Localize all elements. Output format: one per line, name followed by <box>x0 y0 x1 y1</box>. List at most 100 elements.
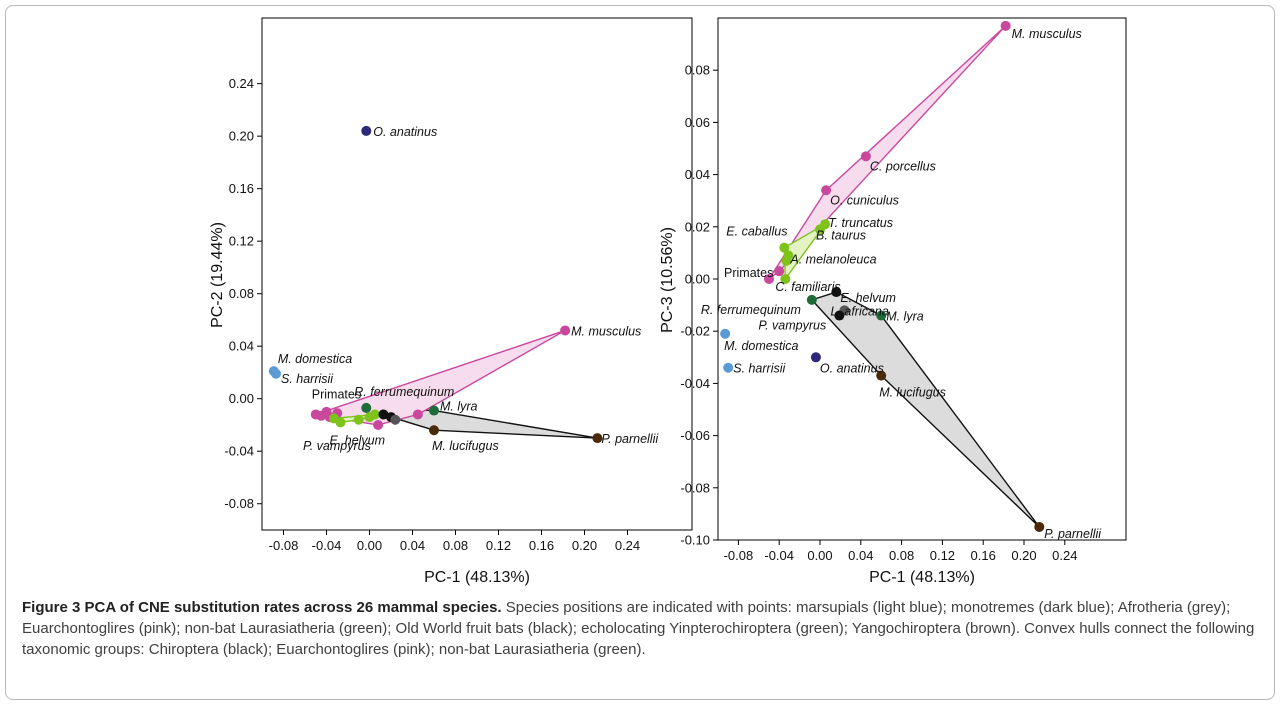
point-label-r-ferrumequinum: R. ferrumequinum <box>354 385 454 399</box>
caption-title: Figure 3 PCA of CNE substitution rates a… <box>22 599 502 616</box>
x-tick-label: -0.08 <box>724 548 754 563</box>
point-label-m-musculus: M. musculus <box>1012 27 1082 41</box>
data-point <box>361 125 372 136</box>
data-point <box>361 402 372 413</box>
point-label-s-harrisii: S. harrisii <box>281 372 334 386</box>
data-point <box>723 362 734 373</box>
data-point <box>780 274 791 284</box>
point-label-o-cuniculus: O. cuniculus <box>830 193 899 207</box>
point-label-m-lyra: M. lyra <box>440 400 478 414</box>
y-tick-label: -0.08 <box>680 480 710 495</box>
point-label-l-africana: L. africana <box>830 304 888 318</box>
data-point <box>834 310 845 321</box>
data-point <box>806 294 817 305</box>
data-point <box>378 409 389 420</box>
caption-body: Species positions are indicated with poi… <box>22 599 1255 658</box>
y-tick-label: 0.00 <box>229 391 254 406</box>
x-tick-label: -0.08 <box>269 538 299 553</box>
point-label-primates: Primates <box>724 266 773 280</box>
data-point <box>876 310 887 321</box>
data-point <box>720 328 731 339</box>
data-point <box>390 414 401 425</box>
y-tick-label: 0.04 <box>685 167 710 182</box>
data-point <box>831 287 842 298</box>
data-point <box>353 414 364 425</box>
y-axis-label: PC-2 (19.44%) <box>209 222 226 328</box>
x-tick-label: -0.04 <box>312 538 342 553</box>
y-tick-label: 0.08 <box>229 286 254 301</box>
x-tick-label: 0.00 <box>357 538 382 553</box>
pca-panel-pc1-pc2: -0.08 -0.04 0.00 0.04 0.08 0.12 0.16 0.20 0.24 -0… <box>209 17 693 586</box>
point-label-p-vampyrus: P. vampyrus <box>303 439 371 453</box>
point-label-o-anatinus: O. anatinus <box>373 125 437 139</box>
data-point <box>815 224 825 235</box>
point-label-m-domestica: M. domestica <box>724 339 798 353</box>
data-point <box>592 433 603 444</box>
y-tick-label: 0.04 <box>229 339 254 354</box>
point-label-p-parnellii: P. parnellii <box>1044 527 1102 541</box>
plot-area <box>261 17 693 531</box>
x-tick-label: 0.16 <box>971 548 996 563</box>
data-point <box>429 425 439 436</box>
point-label-m-domestica: M. domestica <box>278 352 352 366</box>
x-tick-label: 0.20 <box>572 538 597 553</box>
x-tick-label: 0.12 <box>930 548 955 563</box>
y-axis-label: PC-3 (10.56%) <box>659 227 676 333</box>
x-tick-label: 0.04 <box>400 538 425 553</box>
y-tick-label: 0.16 <box>229 181 254 196</box>
data-point <box>412 409 423 420</box>
x-axis-label: PC-1 (48.13%) <box>869 569 975 586</box>
data-point <box>335 417 346 428</box>
x-tick-label: 0.16 <box>529 538 554 553</box>
y-tick-label: -0.06 <box>680 428 710 443</box>
y-tick-label: -0.04 <box>680 376 710 391</box>
point-label-e-helvum: E. helvum <box>840 291 896 305</box>
data-point <box>1034 521 1045 532</box>
x-tick-label: 0.08 <box>889 548 914 563</box>
point-label-b-taurus: B. taurus <box>816 228 866 242</box>
data-point <box>821 185 832 196</box>
x-tick-label: 0.04 <box>848 548 873 563</box>
y-tick-label: -0.02 <box>680 324 710 339</box>
point-label-c-familiaris: C. familiaris <box>775 280 840 294</box>
y-tick-label: -0.10 <box>680 533 710 548</box>
x-tick-label: -0.04 <box>764 548 794 563</box>
y-tick-label: 0.02 <box>685 219 710 234</box>
y-tick-label: 0.20 <box>229 129 254 144</box>
data-point <box>764 274 774 284</box>
point-label-c-porcellus: C. porcellus <box>870 159 936 173</box>
pca-figure: -0.08 -0.04 0.00 0.04 0.08 0.12 0.16 0.20 0.24 -0… <box>209 17 1127 586</box>
pca-panel-pc1-pc3: -0.08 -0.04 0.00 0.04 0.08 0.12 0.16 0.20 0.24 -0… <box>659 17 1127 586</box>
point-label-m-lucifugus: M. lucifugus <box>879 386 946 400</box>
point-label-p-vampyrus: P. vampyrus <box>758 319 826 333</box>
x-tick-label: 0.00 <box>807 548 832 563</box>
point-label-s-harrisii: S. harrisii <box>733 362 786 376</box>
data-point <box>779 242 790 253</box>
data-point <box>774 266 785 277</box>
y-tick-label: -0.08 <box>224 496 254 511</box>
data-point <box>860 151 871 162</box>
data-point <box>810 352 821 363</box>
point-label-primates: Primates <box>312 387 361 401</box>
figure-caption: Figure 3 PCA of CNE substitution rates a… <box>22 597 1262 660</box>
data-point <box>429 405 439 416</box>
point-label-p-parnellii: P. parnellii <box>601 432 659 446</box>
y-tick-label: 0.12 <box>229 234 254 249</box>
y-tick-label: 0.06 <box>685 115 710 130</box>
point-label-e-caballus: E. caballus <box>726 225 787 239</box>
point-label-o-anatinus: O. anatinus <box>820 361 884 375</box>
point-label-a-melanoleuca: A. melanoleuca <box>789 253 876 267</box>
y-tick-label: 0.08 <box>685 63 710 78</box>
y-tick-label: 0.00 <box>685 272 710 287</box>
x-tick-label: 0.20 <box>1011 548 1036 563</box>
x-axis-label: PC-1 (48.13%) <box>424 569 530 586</box>
data-point <box>876 370 887 381</box>
x-tick-label: 0.12 <box>486 538 511 553</box>
point-label-t-truncatus: T. truncatus <box>828 216 893 230</box>
data-point <box>781 255 792 266</box>
plot-area <box>717 17 1127 541</box>
data-point <box>1000 20 1011 31</box>
point-label-m-musculus: M. musculus <box>571 324 641 338</box>
x-tick-label: 0.08 <box>443 538 468 553</box>
point-label-m-lyra: M. lyra <box>886 310 924 324</box>
